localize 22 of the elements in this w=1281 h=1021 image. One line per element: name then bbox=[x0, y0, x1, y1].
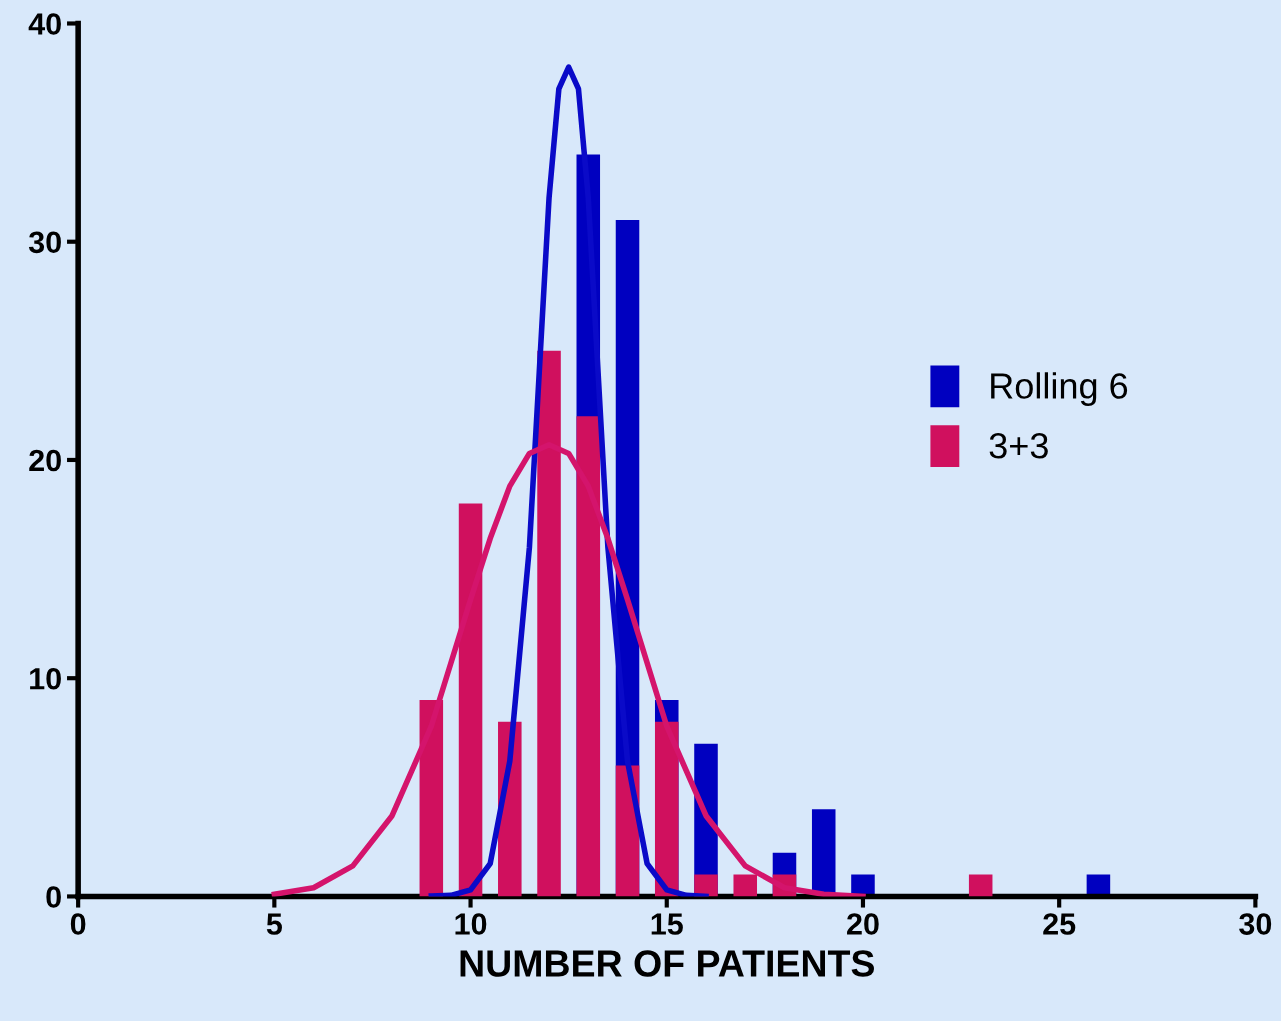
bar bbox=[576, 416, 601, 897]
y-tick-label: 30 bbox=[28, 231, 61, 254]
y-tick-label: 20 bbox=[29, 449, 61, 472]
legend-label: 3+3 bbox=[989, 432, 1048, 459]
x-tick-label: 25 bbox=[1043, 913, 1076, 935]
x-tick-label: 30 bbox=[1239, 913, 1272, 935]
x-tick-label: 5 bbox=[266, 913, 282, 935]
bar bbox=[458, 503, 483, 897]
y-tick-label: 0 bbox=[46, 886, 61, 908]
y-tick-label: 40 bbox=[28, 13, 61, 35]
x-tick-label: 10 bbox=[455, 913, 487, 935]
y-tick-label: 10 bbox=[30, 667, 61, 690]
bar bbox=[419, 700, 444, 897]
bar bbox=[968, 874, 993, 897]
legend-label: Rolling 6 bbox=[991, 372, 1128, 406]
x-tick-label: 20 bbox=[847, 913, 879, 935]
bar bbox=[733, 874, 758, 897]
bar bbox=[694, 874, 718, 897]
x-tick-label: 15 bbox=[651, 913, 683, 935]
x-tick-label: 0 bbox=[70, 913, 86, 935]
x-axis-title: NUMBER OF PATIENTS bbox=[460, 950, 874, 977]
bar bbox=[537, 350, 561, 897]
